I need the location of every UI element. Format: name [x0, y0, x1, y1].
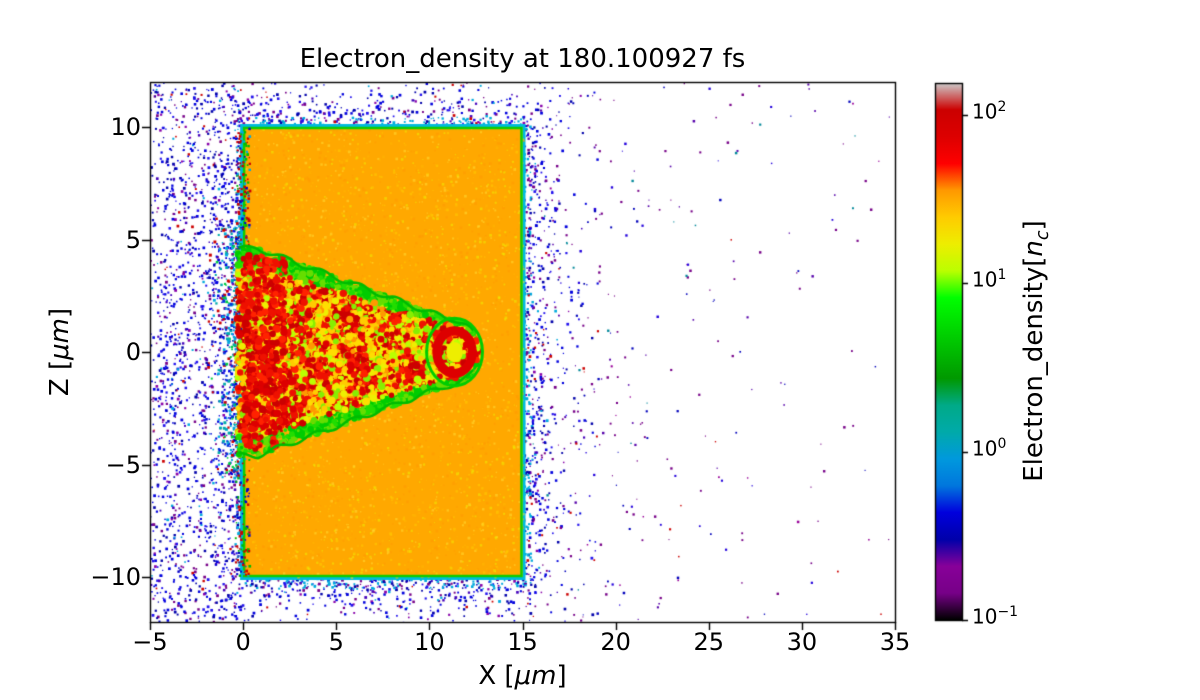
x-tick-label: 30 — [786, 628, 818, 656]
colorbar-label-sub: c — [1033, 230, 1054, 241]
colorbar-tick-label: 10−1 — [972, 604, 1019, 629]
x-axis-label-unit: μm — [514, 661, 557, 691]
y-tick-label: −5 — [105, 450, 141, 479]
y-tick-label: 5 — [125, 225, 141, 254]
x-tick-label: −5 — [132, 628, 168, 656]
x-axis-label-text: X [ — [478, 661, 515, 691]
colorbar-label-text: Electron_density[ — [1018, 256, 1049, 482]
x-axis-label: X [μm] — [150, 661, 895, 691]
x-tick-label: 10 — [414, 628, 445, 656]
colorbar-label-close: ] — [1018, 220, 1049, 231]
y-tick-label: 10 — [110, 113, 141, 141]
plot-title: Electron_density at 180.100927 fs — [299, 44, 746, 74]
colorbar-label-var: n — [1018, 240, 1049, 257]
colorbar-tick-label: 100 — [972, 435, 1007, 461]
y-tick-label: −10 — [90, 563, 141, 591]
x-tick-label: 15 — [507, 628, 538, 656]
x-tick-label: 25 — [693, 628, 725, 656]
x-tick-label: 0 — [235, 628, 251, 656]
x-tick-label: 20 — [600, 628, 631, 656]
x-tick-label: 5 — [328, 628, 344, 656]
x-tick-label: 35 — [879, 628, 911, 656]
x-axis-label-close: ] — [556, 661, 567, 691]
colorbar-tick-label: 101 — [972, 267, 1007, 292]
colorbar-label: Electron_density[nc] — [1019, 220, 1053, 481]
y-axis-label-close: ] — [45, 307, 75, 319]
colorbar-tick-label: 102 — [972, 99, 1007, 124]
y-tick-label: 0 — [125, 338, 141, 366]
